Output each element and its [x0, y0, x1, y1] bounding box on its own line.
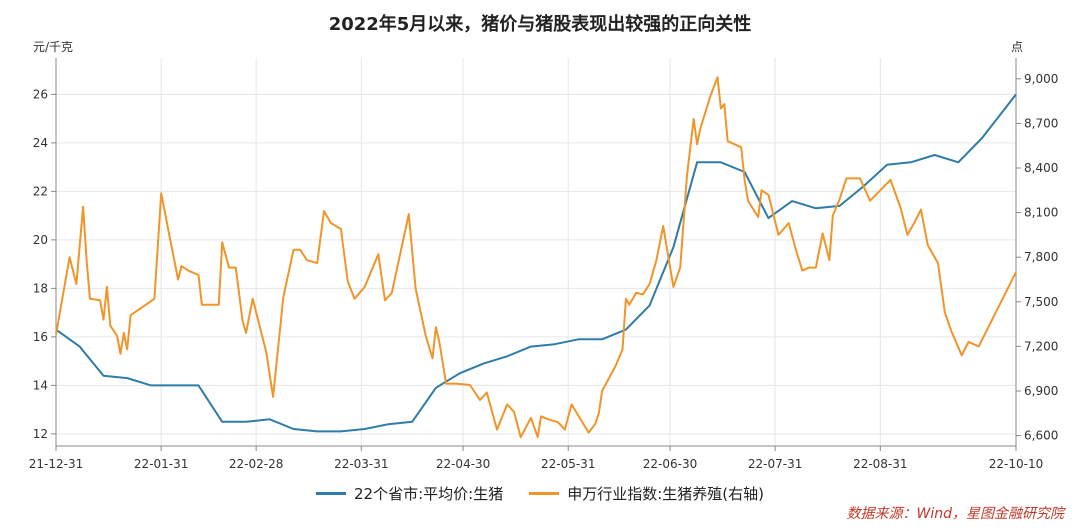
y-left-unit-label: 元/千克: [33, 40, 74, 54]
x-tick-label: 21-12-31: [29, 457, 83, 471]
y-left-tick-label: 16: [33, 330, 48, 344]
y-left-tick-label: 18: [33, 281, 48, 295]
x-tick-label: 22-04-30: [436, 457, 490, 471]
x-tick-label: 22-10-10: [989, 457, 1043, 471]
x-tick-label: 22-01-31: [134, 457, 188, 471]
chart-title: 2022年5月以来，猪价与猪股表现出较强的正向关性: [328, 14, 752, 35]
legend-swatch: [316, 492, 347, 495]
y-right-tick-label: 9,000: [1024, 72, 1058, 86]
x-tick-label: 22-02-28: [229, 457, 283, 471]
y-right-tick-label: 6,600: [1024, 429, 1058, 443]
y-left-tick-label: 20: [33, 233, 48, 247]
series-line-pig-price: [55, 93, 1017, 433]
y-right-tick-label: 6,900: [1024, 384, 1058, 398]
legend: 22个省市:平均价:生猪 申万行业指数:生猪养殖(右轴): [0, 483, 1080, 504]
y-right-tick-label: 7,500: [1024, 295, 1058, 309]
y-right-tick-label: 8,100: [1024, 206, 1058, 220]
series-lines: [55, 76, 1017, 439]
series-line-hog-index: [55, 76, 1017, 439]
x-tick-label: 22-07-31: [748, 457, 802, 471]
y-right-tick-label: 7,800: [1024, 250, 1058, 264]
y-right-tick-label: 8,400: [1024, 161, 1058, 175]
legend-item-right-series: 申万行业指数:生猪养殖(右轴): [529, 483, 764, 504]
legend-swatch: [529, 492, 560, 495]
legend-item-left-series: 22个省市:平均价:生猪: [316, 483, 503, 504]
legend-label: 22个省市:平均价:生猪: [354, 485, 504, 503]
y-left-tick-label: 12: [33, 427, 48, 441]
y-left-tick-label: 14: [33, 378, 48, 392]
y-right-tick-label: 8,700: [1024, 116, 1058, 130]
y-left-tick-label: 24: [33, 136, 48, 150]
x-tick-label: 22-08-31: [853, 457, 907, 471]
y-right-unit-label: 点: [1011, 40, 1024, 54]
y-left-tick-label: 22: [33, 184, 48, 198]
axes: 12 14 16 18 20 22 24 26 6,600 6,900 7,200 7,500 7,80…: [29, 58, 1058, 471]
x-tick-label: 22-06-30: [643, 457, 697, 471]
data-source-note: 数据来源：Wind，星图金融研究院: [846, 506, 1065, 522]
y-left-tick-label: 26: [33, 87, 48, 101]
x-tick-label: 22-05-31: [541, 457, 595, 471]
y-right-tick-label: 7,200: [1024, 339, 1058, 353]
legend-label: 申万行业指数:生猪养殖(右轴): [567, 485, 764, 503]
x-tick-label: 22-03-31: [334, 457, 388, 471]
